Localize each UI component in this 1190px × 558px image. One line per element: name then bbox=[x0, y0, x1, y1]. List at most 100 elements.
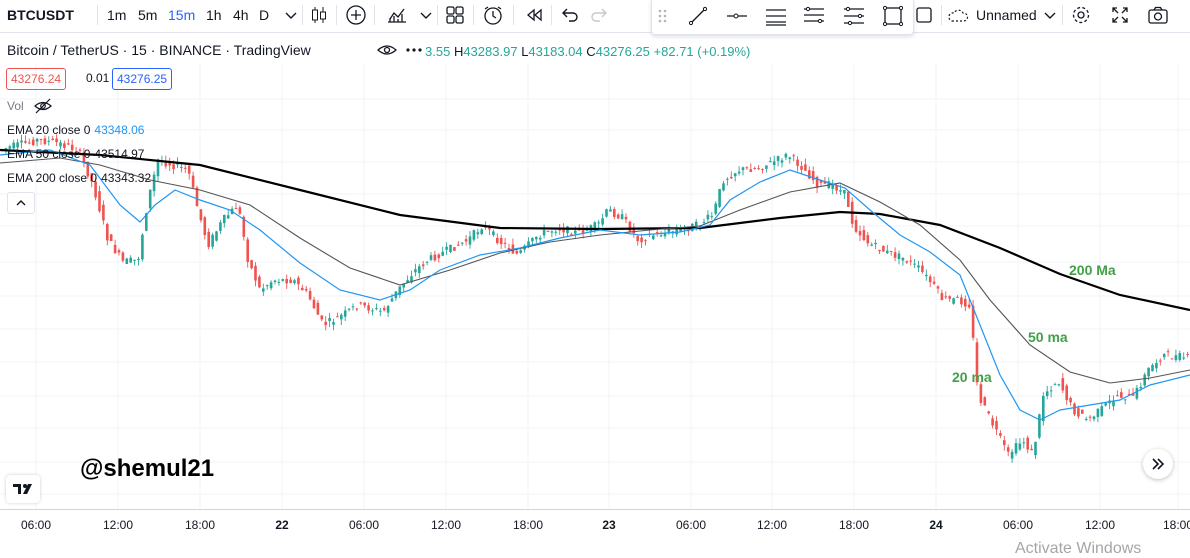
candle bbox=[531, 237, 534, 245]
eye-icon[interactable] bbox=[375, 39, 399, 61]
candle bbox=[538, 235, 542, 243]
candle bbox=[1022, 437, 1026, 449]
candle bbox=[219, 219, 222, 234]
fib-retracement-icon[interactable] bbox=[802, 5, 826, 27]
candle bbox=[897, 250, 901, 265]
candle bbox=[652, 233, 655, 241]
candle bbox=[1131, 387, 1135, 396]
candle bbox=[991, 415, 994, 429]
candle bbox=[940, 289, 944, 301]
candle bbox=[862, 225, 866, 242]
candle bbox=[800, 161, 803, 175]
candle bbox=[390, 293, 394, 302]
undo-icon[interactable] bbox=[558, 4, 582, 26]
timeframe-15m-button[interactable]: 15m bbox=[168, 7, 196, 23]
candle bbox=[347, 308, 351, 312]
candle bbox=[909, 255, 912, 266]
candle bbox=[706, 210, 710, 223]
sell-price-button[interactable]: 43276.24 bbox=[6, 68, 67, 90]
trend-line-icon[interactable] bbox=[686, 5, 710, 27]
candle bbox=[51, 135, 54, 141]
candle bbox=[847, 191, 850, 207]
indicator-legend-item[interactable]: EMA 200 close 0 43343.32 bbox=[7, 171, 151, 185]
candle bbox=[866, 231, 870, 247]
indicator-legend-item[interactable]: EMA 50 close 0 43514.97 bbox=[7, 147, 144, 161]
candle bbox=[613, 206, 616, 220]
indicators-icon[interactable] bbox=[385, 4, 409, 26]
scroll-to-realtime-button[interactable] bbox=[1143, 449, 1173, 479]
chevron-down-icon[interactable] bbox=[414, 4, 438, 26]
fullscreen-icon[interactable] bbox=[1108, 4, 1132, 26]
candle bbox=[468, 231, 472, 249]
candle bbox=[293, 278, 296, 285]
candle bbox=[620, 209, 624, 220]
candle bbox=[1014, 438, 1018, 456]
time-axis-label: 06:00 bbox=[20, 518, 52, 532]
candle bbox=[1065, 383, 1068, 405]
camera-icon[interactable] bbox=[1146, 4, 1170, 26]
indicator-legend-item[interactable]: EMA 20 close 0 43348.06 bbox=[7, 123, 144, 137]
chevron-down-icon[interactable] bbox=[279, 4, 303, 26]
candle bbox=[562, 223, 565, 237]
redo-icon[interactable] bbox=[587, 4, 611, 26]
candle bbox=[351, 303, 355, 311]
timeframe-1h-button[interactable]: 1h bbox=[206, 7, 222, 23]
candle bbox=[858, 225, 862, 242]
drag-handle-icon[interactable] bbox=[656, 6, 670, 28]
chevron-down-icon[interactable] bbox=[1038, 4, 1062, 26]
candle bbox=[152, 171, 156, 197]
time-axis-label: 12:00 bbox=[102, 518, 134, 532]
candle bbox=[425, 261, 429, 266]
candle bbox=[226, 209, 230, 220]
horizontal-ray-icon[interactable] bbox=[725, 5, 749, 27]
candle bbox=[223, 214, 226, 228]
candle bbox=[1042, 392, 1045, 426]
candle bbox=[1116, 390, 1119, 397]
candle bbox=[168, 157, 171, 172]
candle bbox=[449, 244, 452, 254]
parallel-channel-icon[interactable] bbox=[764, 5, 788, 27]
candle bbox=[804, 158, 807, 171]
candle bbox=[601, 213, 604, 227]
candle bbox=[328, 312, 331, 328]
toolbar-divider bbox=[302, 5, 303, 25]
cloud-icon bbox=[946, 4, 970, 26]
candle bbox=[47, 136, 51, 146]
time-axis-label: 24 bbox=[929, 518, 943, 532]
candle bbox=[129, 255, 132, 264]
hidden-eye-icon[interactable] bbox=[31, 95, 55, 117]
fullscreen-square-icon[interactable] bbox=[912, 4, 936, 26]
candle-style-icon[interactable] bbox=[307, 4, 331, 26]
rectangle-tool-icon[interactable] bbox=[881, 5, 905, 27]
timeframe-1m-button[interactable]: 1m bbox=[107, 7, 127, 23]
add-indicator-icon[interactable] bbox=[344, 4, 368, 26]
templates-grid-icon[interactable] bbox=[443, 4, 467, 26]
price-chart[interactable] bbox=[0, 64, 1190, 509]
layout-name-button[interactable]: Unnamed bbox=[976, 7, 1037, 23]
candle bbox=[437, 253, 441, 263]
candle bbox=[1045, 385, 1049, 400]
candle bbox=[628, 220, 632, 233]
candle bbox=[207, 228, 210, 250]
more-options-icon[interactable] bbox=[402, 39, 426, 61]
candle bbox=[722, 180, 725, 192]
tradingview-logo[interactable] bbox=[6, 475, 40, 503]
candle bbox=[187, 162, 191, 180]
alert-clock-icon[interactable] bbox=[481, 4, 505, 26]
timeframe-d-button[interactable]: D bbox=[259, 7, 270, 23]
ema-200-line bbox=[0, 148, 1190, 312]
candle bbox=[870, 242, 873, 247]
gear-icon[interactable] bbox=[1069, 4, 1093, 26]
timeframe-4h-button[interactable]: 4h bbox=[233, 7, 249, 23]
activate-windows-overlay: Activate Windows bbox=[1015, 540, 1142, 557]
candle bbox=[546, 230, 550, 233]
time-axis[interactable]: 06:00 12:00 18:00 22 06:00 12:00 18:00 23 06:00 1… bbox=[0, 509, 1190, 540]
candle bbox=[511, 238, 515, 255]
collapse-legend-button[interactable] bbox=[7, 192, 35, 214]
candle bbox=[199, 209, 203, 223]
timeframe-5m-button[interactable]: 5m bbox=[138, 7, 158, 23]
pitchfork-icon[interactable] bbox=[842, 5, 866, 27]
replay-icon[interactable] bbox=[522, 4, 546, 26]
buy-price-button[interactable]: 43276.25 bbox=[112, 68, 173, 90]
symbol-search-button[interactable]: BTCUSDT bbox=[7, 7, 74, 23]
